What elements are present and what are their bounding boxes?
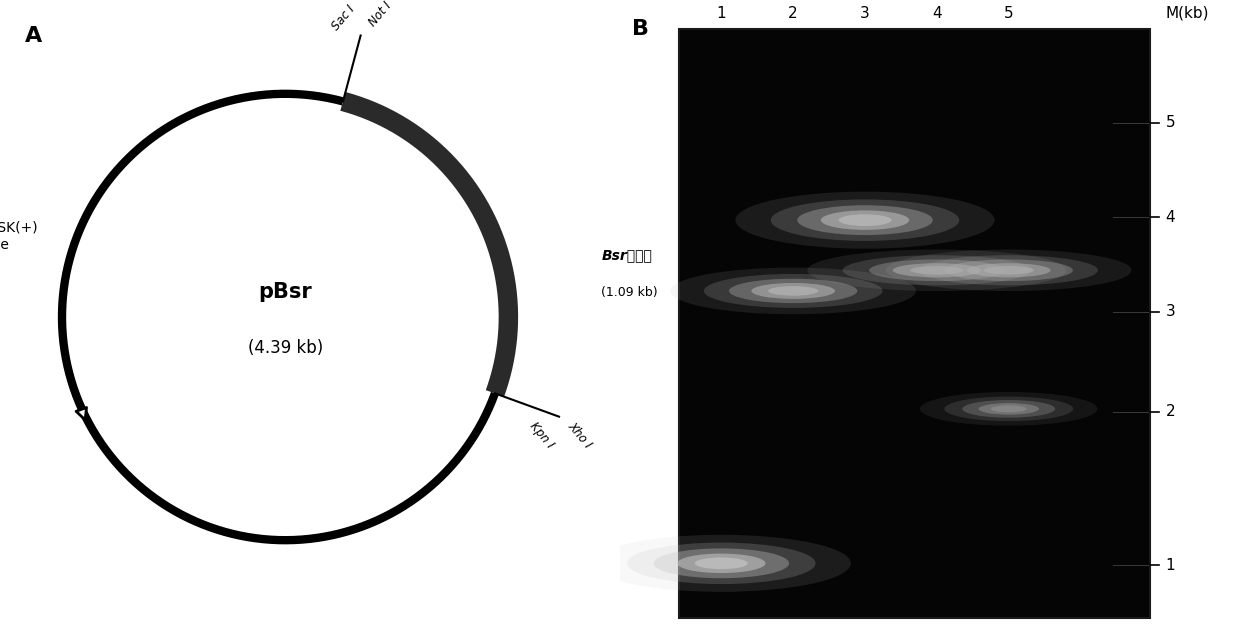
Ellipse shape <box>591 534 851 592</box>
Text: Xho I: Xho I <box>565 420 594 451</box>
Ellipse shape <box>729 279 857 303</box>
Ellipse shape <box>838 214 892 226</box>
Text: 2: 2 <box>1166 404 1176 419</box>
Ellipse shape <box>920 255 1099 285</box>
Text: Sac I: Sac I <box>330 3 357 32</box>
Text: B: B <box>632 19 650 39</box>
Ellipse shape <box>768 286 818 295</box>
Ellipse shape <box>735 191 994 249</box>
Text: Bsr基因盒: Bsr基因盒 <box>601 248 652 262</box>
Ellipse shape <box>945 397 1074 421</box>
Ellipse shape <box>910 266 963 275</box>
Text: M(kb): M(kb) <box>1166 6 1209 21</box>
Ellipse shape <box>771 200 960 241</box>
Bar <box>680 29 1149 618</box>
Ellipse shape <box>945 259 1073 281</box>
Text: (1.09 kb): (1.09 kb) <box>601 286 658 299</box>
Ellipse shape <box>797 205 932 235</box>
Text: 4: 4 <box>932 6 941 21</box>
Text: pBsr: pBsr <box>258 282 312 302</box>
Text: 3: 3 <box>861 6 870 21</box>
Ellipse shape <box>653 548 789 578</box>
Ellipse shape <box>920 392 1097 425</box>
Ellipse shape <box>843 255 1032 285</box>
Text: 2: 2 <box>789 6 799 21</box>
Ellipse shape <box>821 210 909 230</box>
Ellipse shape <box>983 266 1034 275</box>
Ellipse shape <box>807 250 1066 291</box>
Text: 3: 3 <box>1166 304 1176 319</box>
Ellipse shape <box>677 553 765 573</box>
Text: (4.39 kb): (4.39 kb) <box>248 339 322 357</box>
Text: 1: 1 <box>1166 557 1176 573</box>
Ellipse shape <box>962 400 1055 418</box>
Ellipse shape <box>893 263 981 277</box>
Ellipse shape <box>978 403 1039 415</box>
Ellipse shape <box>751 283 835 299</box>
Ellipse shape <box>694 557 748 569</box>
Text: 4: 4 <box>1166 210 1176 224</box>
Ellipse shape <box>671 268 916 314</box>
Ellipse shape <box>967 263 1050 277</box>
Text: 5: 5 <box>1166 115 1176 131</box>
Text: 1: 1 <box>717 6 727 21</box>
Text: pBlueScript SK(+)
backbone: pBlueScript SK(+) backbone <box>0 221 37 252</box>
Text: Kpn I: Kpn I <box>527 420 556 451</box>
Text: Not I: Not I <box>367 0 394 29</box>
Ellipse shape <box>869 259 1004 281</box>
Ellipse shape <box>991 405 1027 412</box>
Ellipse shape <box>885 250 1131 291</box>
Text: A: A <box>25 25 42 46</box>
Ellipse shape <box>704 274 883 308</box>
Ellipse shape <box>627 543 816 584</box>
Text: 5: 5 <box>1004 6 1013 21</box>
